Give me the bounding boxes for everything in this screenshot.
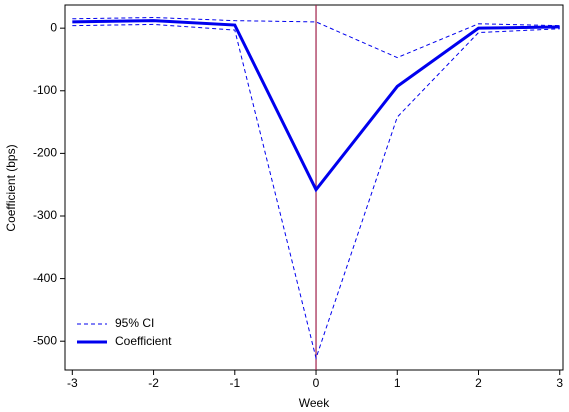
- y-tick-label: -400: [33, 271, 57, 285]
- y-tick-label: -200: [33, 146, 57, 160]
- x-tick-label: -1: [229, 376, 240, 390]
- x-axis-label: Week: [299, 396, 330, 410]
- series-line: [72, 17, 560, 59]
- x-tick-label: 0: [313, 376, 320, 390]
- y-tick-label: -300: [33, 208, 57, 222]
- x-tick-label: -2: [148, 376, 159, 390]
- plot-frame: [64, 4, 564, 371]
- y-tick-label: 0: [50, 20, 57, 34]
- series-line: [72, 19, 560, 193]
- x-tick-label: 2: [475, 376, 482, 390]
- y-tick-label: -500: [33, 333, 57, 347]
- legend-label: Coefficient: [115, 334, 172, 348]
- legend-label: 95% CI: [115, 316, 154, 330]
- x-tick-label: -3: [67, 376, 78, 390]
- x-tick-label: 1: [394, 376, 401, 390]
- series-line: [72, 23, 560, 360]
- y-tick-label: -100: [33, 83, 57, 97]
- x-tick-label: 3: [556, 376, 563, 390]
- y-axis-label: Coefficient (bps): [4, 144, 18, 231]
